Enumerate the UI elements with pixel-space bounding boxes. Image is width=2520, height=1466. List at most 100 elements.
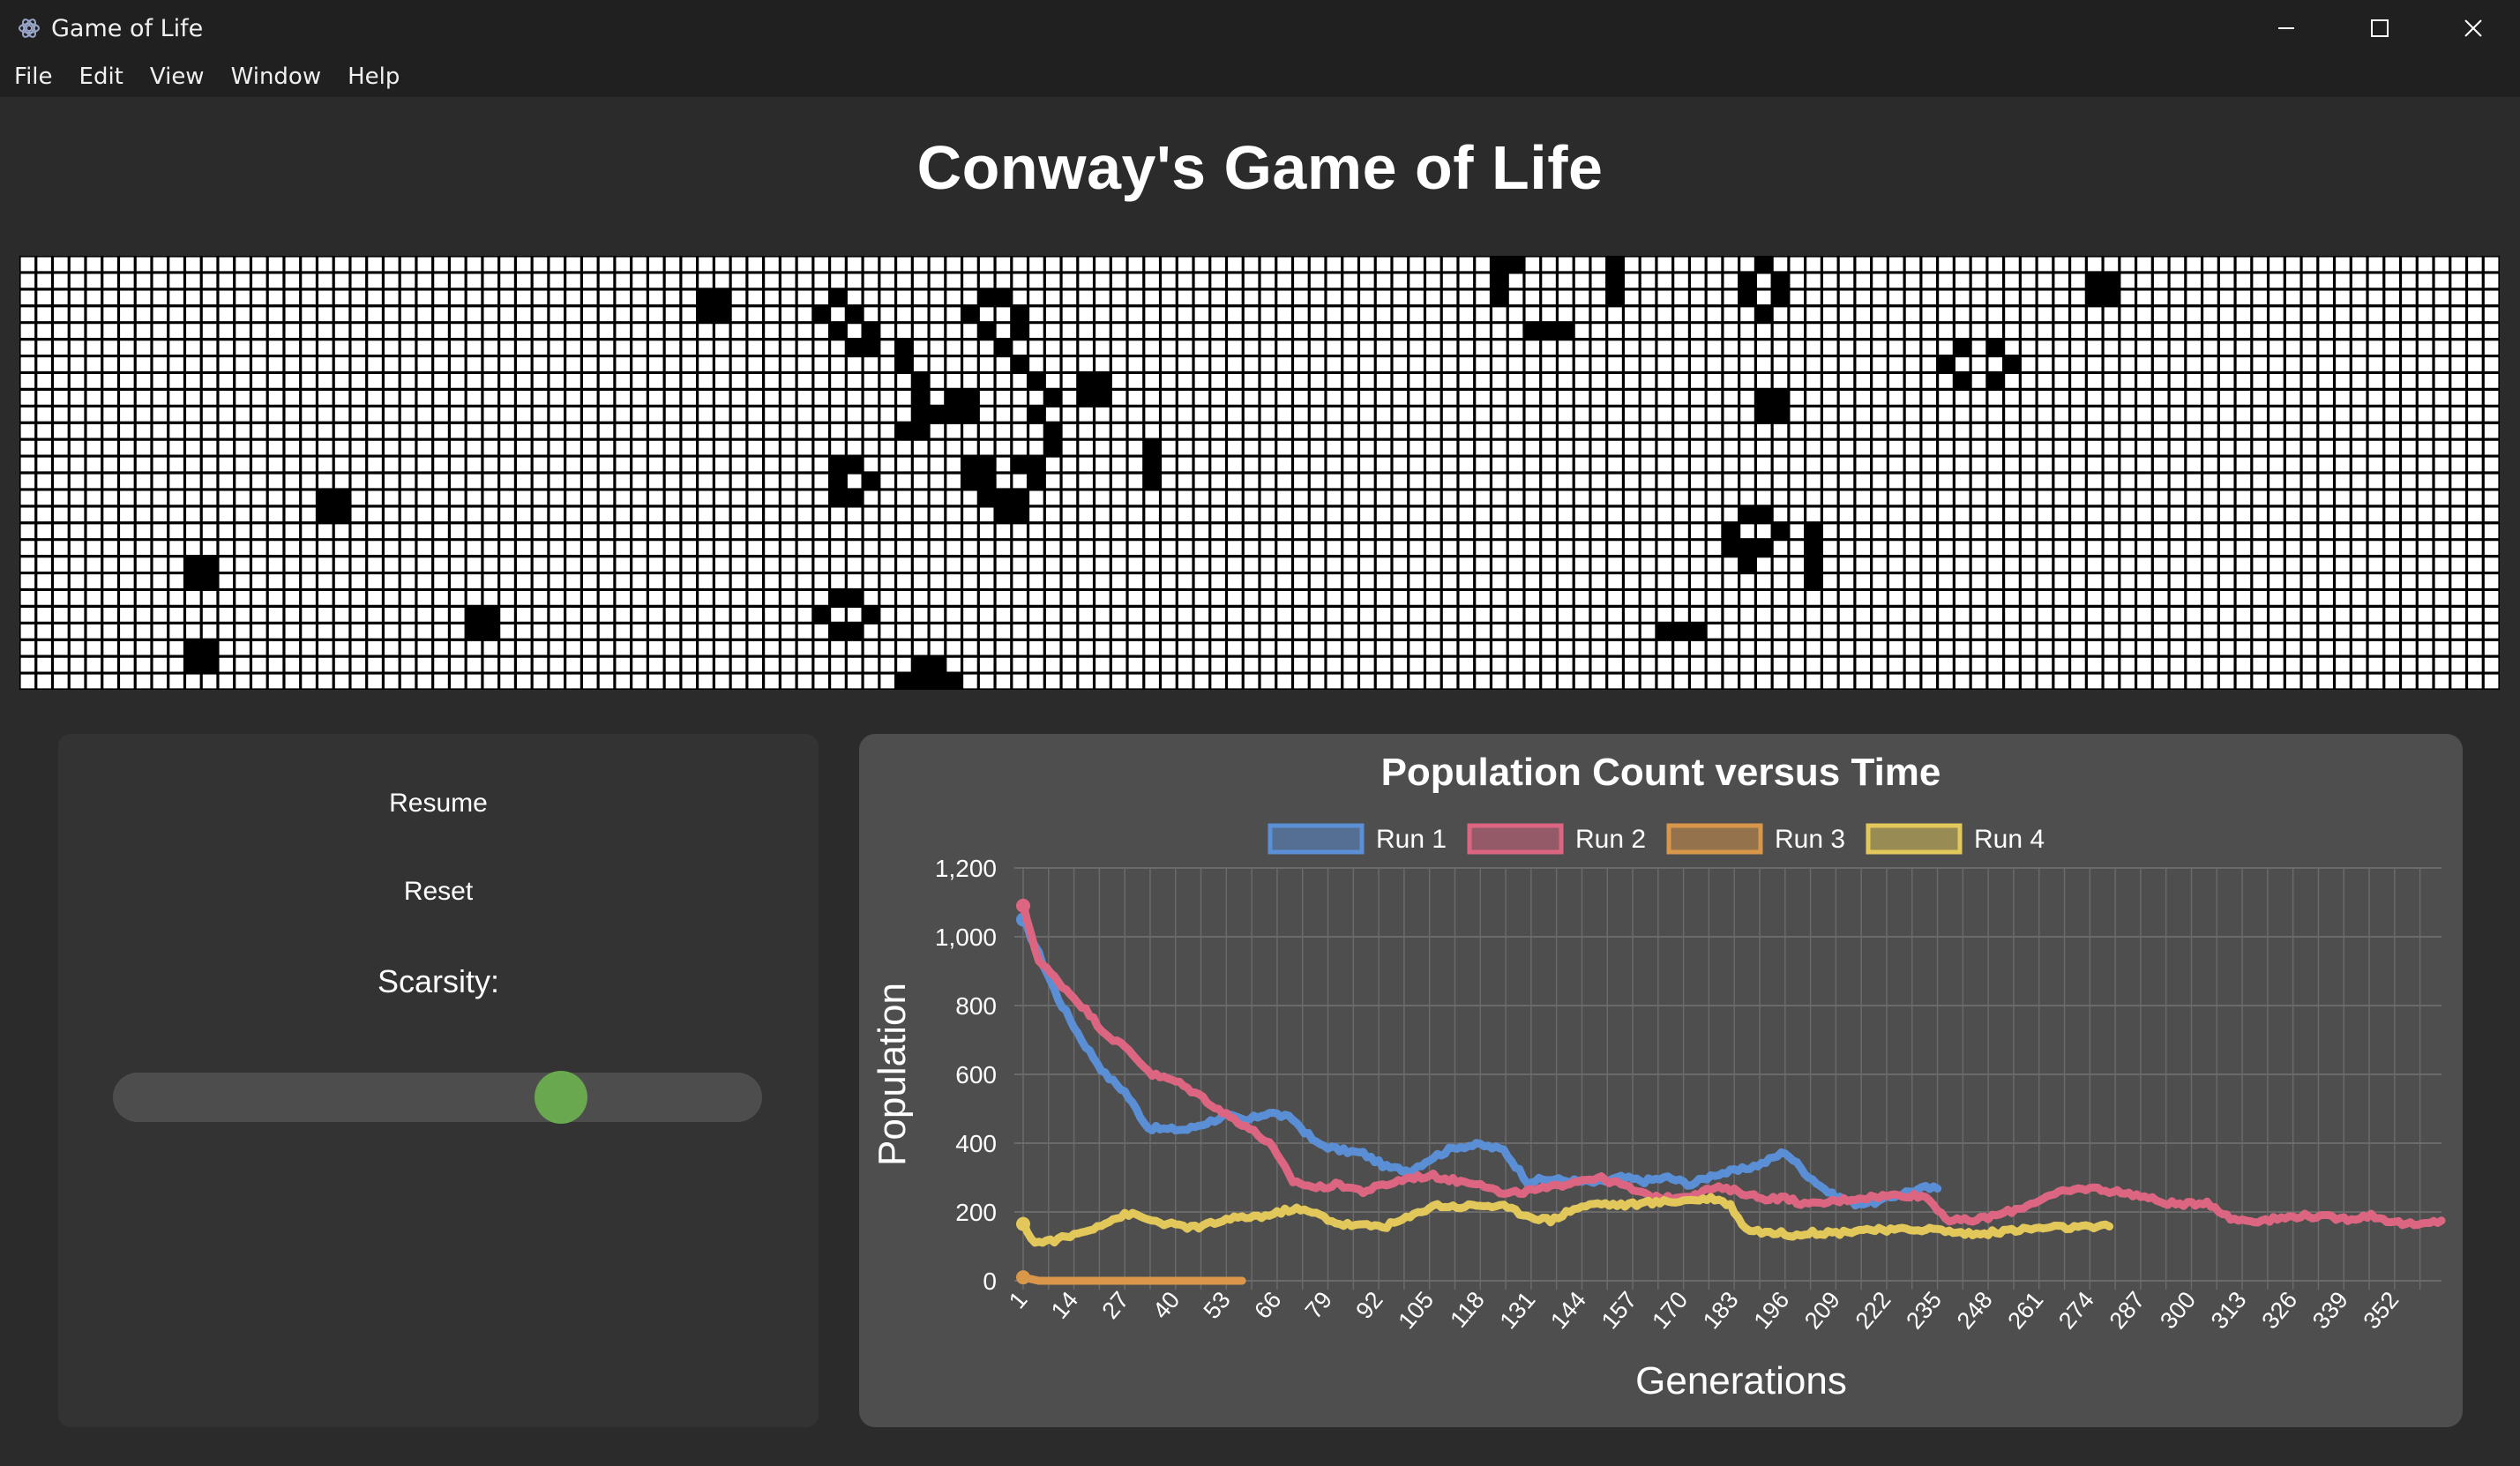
live-cell[interactable] [912,673,930,690]
live-cell[interactable] [184,656,202,674]
live-cell[interactable] [1491,272,1508,289]
live-cell[interactable] [1722,522,1739,540]
reset-button[interactable]: Reset [403,877,474,906]
live-cell[interactable] [201,640,218,657]
live-cell[interactable] [1755,505,1773,523]
live-cell[interactable] [1805,556,1822,573]
live-cell[interactable] [961,406,979,423]
live-cell[interactable] [829,288,847,306]
live-cell[interactable] [697,305,714,323]
live-cell[interactable] [1755,305,1773,323]
live-cell[interactable] [1044,439,1062,457]
live-cell[interactable] [2103,288,2120,306]
live-cell[interactable] [482,623,499,640]
live-cell[interactable] [829,456,847,473]
live-cell[interactable] [912,656,930,674]
menu-help[interactable]: Help [348,64,400,90]
legend-item[interactable]: Run 3 [1666,823,1845,855]
live-cell[interactable] [1722,539,1739,557]
live-cell[interactable] [184,640,202,657]
live-cell[interactable] [978,322,996,340]
live-cell[interactable] [846,456,864,473]
legend-item[interactable]: Run 4 [1866,823,2045,855]
legend-item[interactable]: Run 2 [1467,823,1646,855]
close-button[interactable] [2427,0,2520,56]
live-cell[interactable] [2086,288,2104,306]
live-cell[interactable] [929,656,946,674]
live-cell[interactable] [895,355,913,373]
live-cell[interactable] [863,339,879,356]
live-cell[interactable] [812,606,830,624]
live-cell[interactable] [184,572,202,590]
live-cell[interactable] [1507,256,1524,273]
live-cell[interactable] [201,656,218,674]
live-cell[interactable] [1094,372,1111,390]
live-cell[interactable] [846,489,864,506]
live-cell[interactable] [1954,339,1971,356]
live-cell[interactable] [1772,406,1789,423]
menu-edit[interactable]: Edit [79,64,123,90]
live-cell[interactable] [1143,473,1161,490]
live-cell[interactable] [1805,522,1822,540]
live-cell[interactable] [829,589,847,607]
live-cell[interactable] [995,288,1012,306]
live-cell[interactable] [1772,389,1789,407]
menu-file[interactable]: File [14,64,53,90]
resume-button[interactable]: Resume [389,789,488,818]
live-cell[interactable] [961,305,979,323]
live-cell[interactable] [846,589,864,607]
live-cell[interactable] [863,606,879,624]
live-cell[interactable] [1028,473,1045,490]
live-cell[interactable] [1689,623,1707,640]
live-cell[interactable] [333,505,350,523]
live-cell[interactable] [482,606,499,624]
live-cell[interactable] [995,339,1012,356]
live-cell[interactable] [945,673,962,690]
live-cell[interactable] [1954,372,1971,390]
live-cell[interactable] [1739,288,1756,306]
live-cell[interactable] [1044,423,1062,440]
live-cell[interactable] [1011,305,1028,323]
live-cell[interactable] [945,406,962,423]
live-cell[interactable] [1656,623,1673,640]
live-cell[interactable] [1557,322,1574,340]
live-cell[interactable] [863,473,879,490]
live-cell[interactable] [895,423,913,440]
live-cell[interactable] [1986,339,2004,356]
live-cell[interactable] [333,489,350,506]
live-cell[interactable] [1755,539,1773,557]
live-cell[interactable] [317,505,334,523]
live-cell[interactable] [184,556,202,573]
live-cell[interactable] [829,489,847,506]
menu-window[interactable]: Window [230,64,322,90]
live-cell[interactable] [1772,522,1789,540]
live-cell[interactable] [961,473,979,490]
live-cell[interactable] [978,473,996,490]
live-cell[interactable] [978,456,996,473]
live-cell[interactable] [466,606,482,624]
live-cell[interactable] [829,322,847,340]
live-cell[interactable] [1028,372,1045,390]
live-cell[interactable] [1739,272,1756,289]
live-cell[interactable] [1028,456,1045,473]
live-cell[interactable] [912,406,930,423]
live-cell[interactable] [912,372,930,390]
live-cell[interactable] [1028,406,1045,423]
live-cell[interactable] [1805,539,1822,557]
live-cell[interactable] [1077,372,1095,390]
live-cell[interactable] [1143,456,1161,473]
live-cell[interactable] [714,288,731,306]
maximize-button[interactable] [2333,0,2427,56]
live-cell[interactable] [978,288,996,306]
live-cell[interactable] [995,489,1012,506]
live-cell[interactable] [863,322,879,340]
live-cell[interactable] [978,489,996,506]
live-cell[interactable] [1986,372,2004,390]
live-cell[interactable] [1755,406,1773,423]
menu-view[interactable]: View [149,64,205,90]
live-cell[interactable] [812,305,830,323]
scarsity-slider[interactable] [113,1071,762,1124]
live-cell[interactable] [1772,288,1789,306]
live-cell[interactable] [1011,355,1028,373]
live-cell[interactable] [2086,272,2104,289]
